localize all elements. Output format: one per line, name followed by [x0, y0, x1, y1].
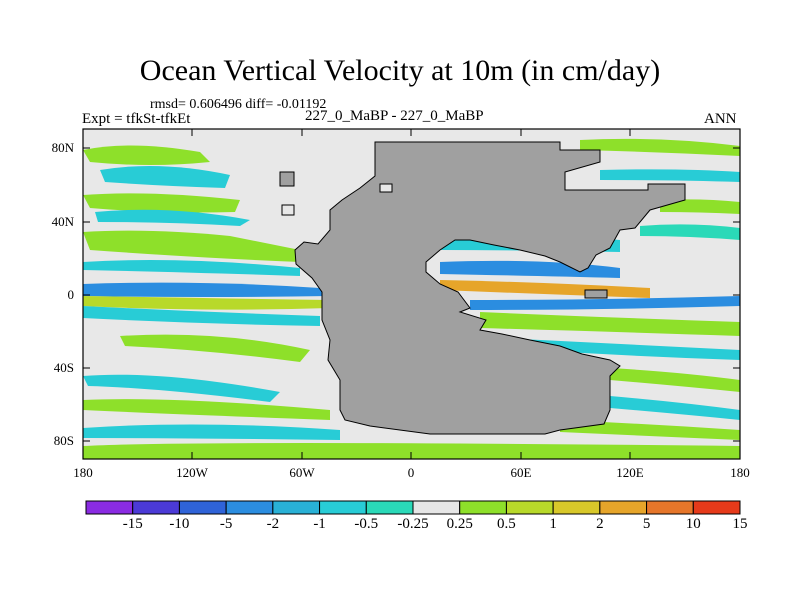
colorbar-label: 10 [685, 516, 701, 532]
y-tick-label: 0 [67, 287, 75, 302]
colorbar-swatch [319, 500, 367, 515]
contour-band [95, 209, 250, 226]
x-axis-ticks [82, 129, 741, 459]
contour-band [83, 306, 320, 326]
x-tick-label: 180 [73, 465, 93, 480]
stats-label: rmsd= 0.606496 diff= -0.01192 [150, 97, 327, 112]
contour-band [470, 296, 740, 310]
colorbar-swatch [692, 500, 741, 515]
colorbar-label: -0.25 [397, 516, 429, 532]
colorbar-label: -5 [219, 516, 233, 532]
x-tick-label: 0 [407, 465, 415, 480]
colorbar-label: 2 [596, 516, 604, 532]
contour-band [500, 338, 740, 360]
contour-band [83, 399, 330, 420]
contour-band [83, 282, 330, 297]
colorbar-swatch [505, 500, 554, 515]
colorbar-label: -1 [313, 516, 326, 532]
colorbar-swatch [412, 500, 461, 515]
contour-band [83, 230, 300, 262]
contour-band [120, 334, 310, 362]
plot-title: Ocean Vertical Velocity at 10m (in cm/da… [139, 54, 661, 87]
colorbar-label: 0.25 [446, 516, 473, 532]
y-axis-ticks [83, 147, 740, 442]
colorbar [85, 500, 741, 515]
x-tick-label: 120E [616, 465, 644, 480]
colorbar-swatch [225, 500, 274, 515]
experiment-label: Expt = tfkSt-tfkEt [82, 111, 191, 127]
contour-band [83, 260, 300, 276]
colorbar-label: 1 [549, 516, 557, 532]
land-mass [294, 141, 686, 435]
contour-band [600, 169, 740, 182]
contour-band [480, 312, 740, 336]
season-label: ANN [704, 111, 737, 127]
x-tick-label: 60E [510, 465, 532, 480]
x-tick-label: 180 [730, 465, 750, 480]
contour-band [83, 193, 240, 213]
contour-band [83, 443, 740, 459]
contour-band [610, 368, 740, 392]
contour-band [83, 424, 340, 440]
colorbar-label: -10 [169, 516, 190, 532]
contour-band [610, 396, 740, 420]
island [281, 204, 295, 216]
island [379, 183, 393, 193]
colorbar-label: -0.5 [354, 516, 379, 532]
colorbar-swatch [599, 500, 648, 515]
island [584, 289, 608, 299]
contour-band [83, 296, 330, 310]
colorbar-swatch [132, 500, 180, 515]
colorbar-label: 0.5 [497, 516, 516, 532]
colorbar-label: -15 [122, 516, 143, 532]
island [279, 171, 295, 187]
colorbar-label: -2 [266, 516, 280, 532]
colorbar-label: 5 [642, 516, 651, 532]
y-tick-label: 40S [53, 360, 74, 375]
colorbar-label: 15 [732, 516, 748, 532]
x-tick-label: 60W [289, 465, 315, 480]
y-tick-label: 80N [51, 140, 74, 155]
colorbar-swatch [85, 500, 134, 515]
x-tick-label: 120W [176, 465, 208, 480]
y-tick-label: 80S [53, 433, 74, 448]
y-tick-label: 40N [51, 214, 74, 229]
colorbar-swatch [552, 500, 601, 515]
contour-band [83, 145, 210, 165]
contour-band [580, 138, 740, 156]
center-label: 227_0_MaBP - 227_0_MaBP [305, 108, 484, 124]
colorbar-swatch [365, 500, 414, 515]
contour-band [560, 420, 740, 440]
colorbar-swatch [459, 500, 507, 515]
contour-band [83, 374, 280, 402]
colorbar-swatch [178, 500, 227, 515]
colorbar-swatch [272, 500, 321, 515]
contour-band [660, 199, 740, 214]
contour-band [640, 224, 740, 240]
colorbar-swatch [646, 500, 694, 515]
contour-band [100, 166, 230, 188]
